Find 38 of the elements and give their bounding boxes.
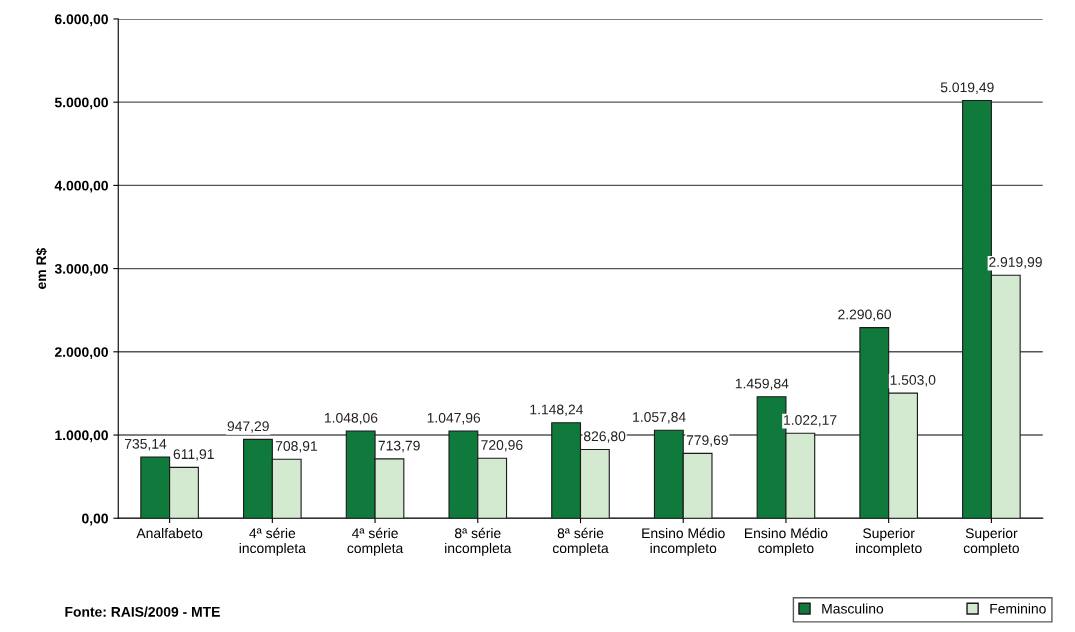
x-tick-label: 8ª série incompleta (445, 527, 512, 556)
data-label: 1.047,96 (427, 412, 481, 425)
data-label: 708,91 (275, 441, 317, 453)
x-tick-label: Ensino Médio incompleto (642, 527, 725, 556)
data-label: 1.459,84 (735, 378, 789, 391)
data-label: 2.290,60 (838, 309, 892, 321)
x-tick-label: Ensino Médio completo (745, 527, 828, 556)
data-label: 611,91 (173, 449, 214, 461)
x-tick-label: Superior incompleto (856, 527, 922, 556)
data-label: 713,79 (378, 440, 420, 453)
data-label: 1.148,24 (530, 404, 584, 417)
y-axis-title: em R$ (35, 247, 48, 289)
y-tick-label: 3.000,00 (54, 263, 108, 276)
data-label: 1.503,0 (890, 375, 936, 387)
y-tick-label: 2.000,00 (54, 347, 108, 359)
y-tick-label: 1.000,00 (55, 430, 108, 443)
x-tick-label: 8ª série completa (552, 527, 609, 556)
x-tick-label: Analfabeto (136, 527, 203, 539)
y-tick-label: 5.000,00 (54, 97, 108, 110)
data-label: 779,69 (686, 435, 728, 447)
source-note: Fonte: RAIS/2009 - MTE (65, 606, 220, 617)
x-tick-label: 4ª série incompleta (239, 527, 306, 556)
data-label: 735,14 (124, 438, 167, 451)
y-tick-label: 0,00 (82, 513, 108, 526)
legend-label: Masculino (822, 603, 884, 614)
y-tick-label: 6.000,00 (54, 14, 108, 27)
legend-label: Feminino (990, 603, 1046, 614)
x-tick-label: Superior completo (963, 527, 1019, 556)
x-tick-label: 4ª série completa (347, 527, 404, 556)
data-label: 1.048,06 (324, 412, 378, 425)
data-label: 2.919,99 (989, 257, 1042, 269)
y-tick-label: 4.000,00 (54, 180, 108, 193)
data-label: 826,80 (583, 431, 626, 443)
data-label: 947,29 (227, 421, 269, 433)
data-label: 1.057,84 (633, 412, 686, 424)
data-label: 720,96 (481, 440, 523, 452)
data-label: 5.019,49 (940, 82, 994, 94)
data-label: 1.022,17 (784, 415, 837, 427)
